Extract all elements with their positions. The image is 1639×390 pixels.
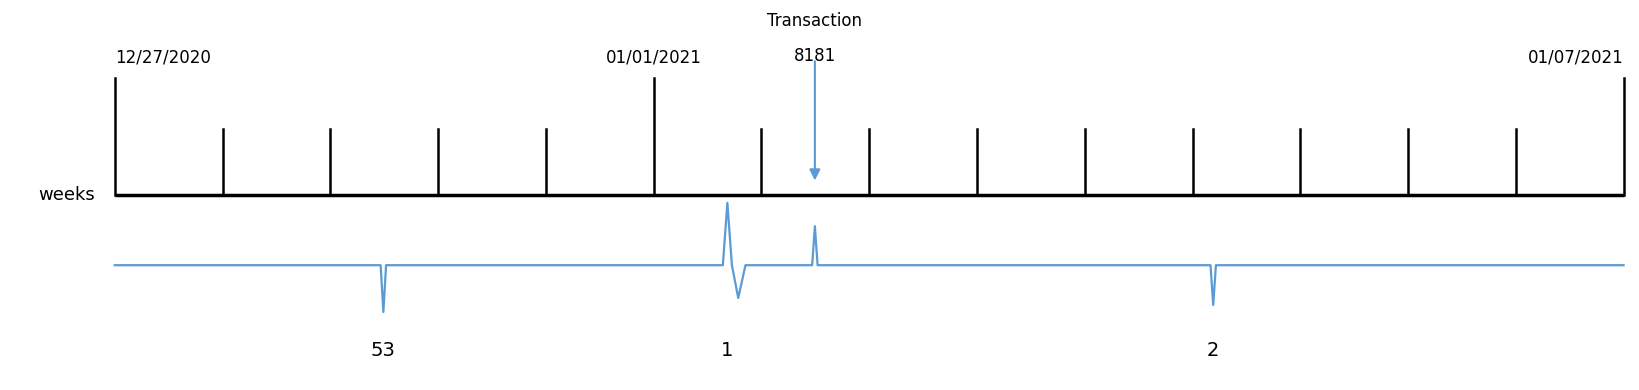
Text: weeks: weeks (38, 186, 95, 204)
Text: 01/01/2021: 01/01/2021 (605, 48, 701, 66)
Text: 12/27/2020: 12/27/2020 (115, 48, 210, 66)
Text: 1: 1 (721, 342, 733, 360)
Text: Transaction: Transaction (767, 12, 862, 30)
Text: 01/07/2021: 01/07/2021 (1528, 48, 1623, 66)
Text: 2: 2 (1206, 342, 1219, 360)
Text: 8181: 8181 (793, 47, 836, 65)
Text: 53: 53 (370, 342, 395, 360)
